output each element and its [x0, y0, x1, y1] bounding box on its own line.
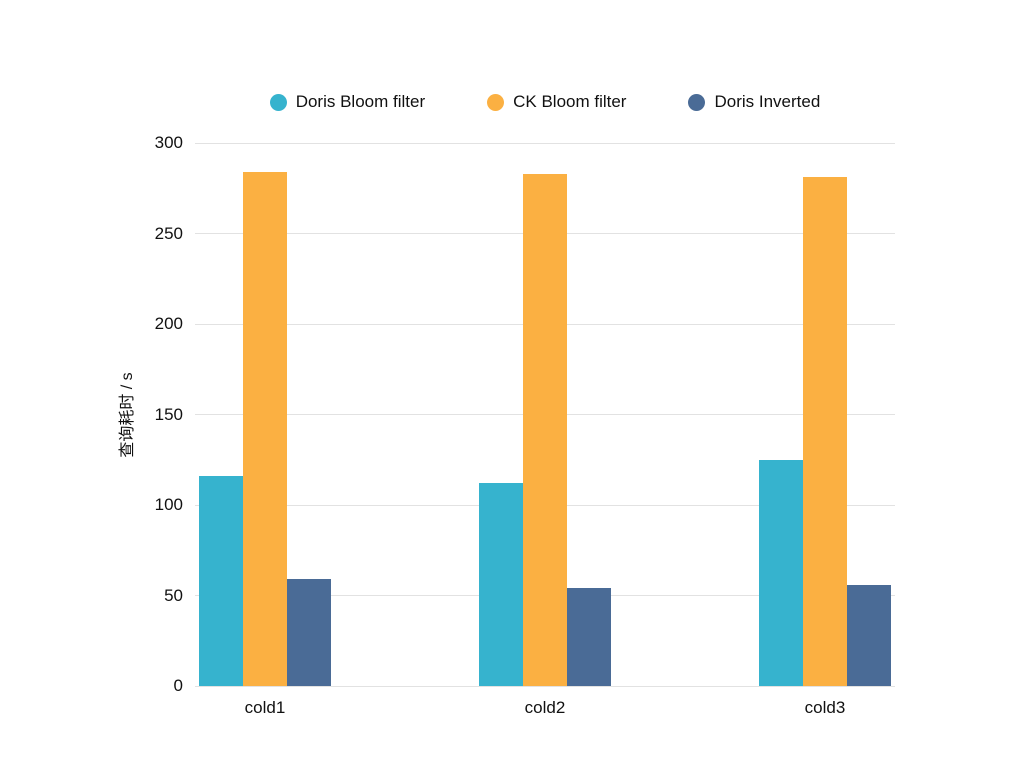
legend-item-3: Doris Inverted [688, 92, 820, 112]
bar-cold3-series-1 [759, 459, 803, 686]
legend: Doris Bloom filter CK Bloom filter Doris I… [195, 92, 895, 112]
y-tick-label: 0 [173, 676, 183, 695]
legend-label: Doris Bloom filter [295, 92, 426, 111]
legend-item-1: Doris Bloom filter [269, 92, 426, 112]
bar-cold2-series-2 [523, 173, 567, 686]
bar-cold1-series-2 [243, 171, 287, 686]
y-tick-label: 250 [154, 223, 183, 243]
x-tick-label: cold1 [244, 698, 286, 717]
legend-label: Doris Inverted [714, 92, 821, 111]
bar-cold2-series-1 [479, 483, 523, 686]
legend-dot-icon [487, 93, 505, 111]
legend-dot-icon [269, 93, 287, 111]
y-tick-label: 300 [154, 133, 183, 152]
x-tick-label: cold3 [804, 698, 846, 717]
y-tick-label: 200 [154, 314, 183, 333]
bar-cold1-series-3 [287, 579, 331, 686]
y-tick-label: 50 [164, 585, 183, 605]
plot-area [195, 142, 895, 687]
y-tick-label: 150 [154, 404, 183, 424]
bar-cold1-series-1 [199, 476, 243, 686]
legend-item-2: CK Bloom filter [487, 92, 626, 112]
bar-cold3-series-3 [847, 584, 891, 686]
gridline [195, 142, 895, 144]
bar-cold2-series-3 [567, 588, 611, 686]
y-tick-label: 100 [154, 495, 183, 514]
legend-dot-icon [688, 93, 706, 111]
legend-label: CK Bloom filter [513, 92, 627, 111]
x-tick-label: cold2 [524, 698, 566, 717]
gridline [195, 685, 895, 687]
bar-cold3-series-2 [803, 177, 847, 686]
